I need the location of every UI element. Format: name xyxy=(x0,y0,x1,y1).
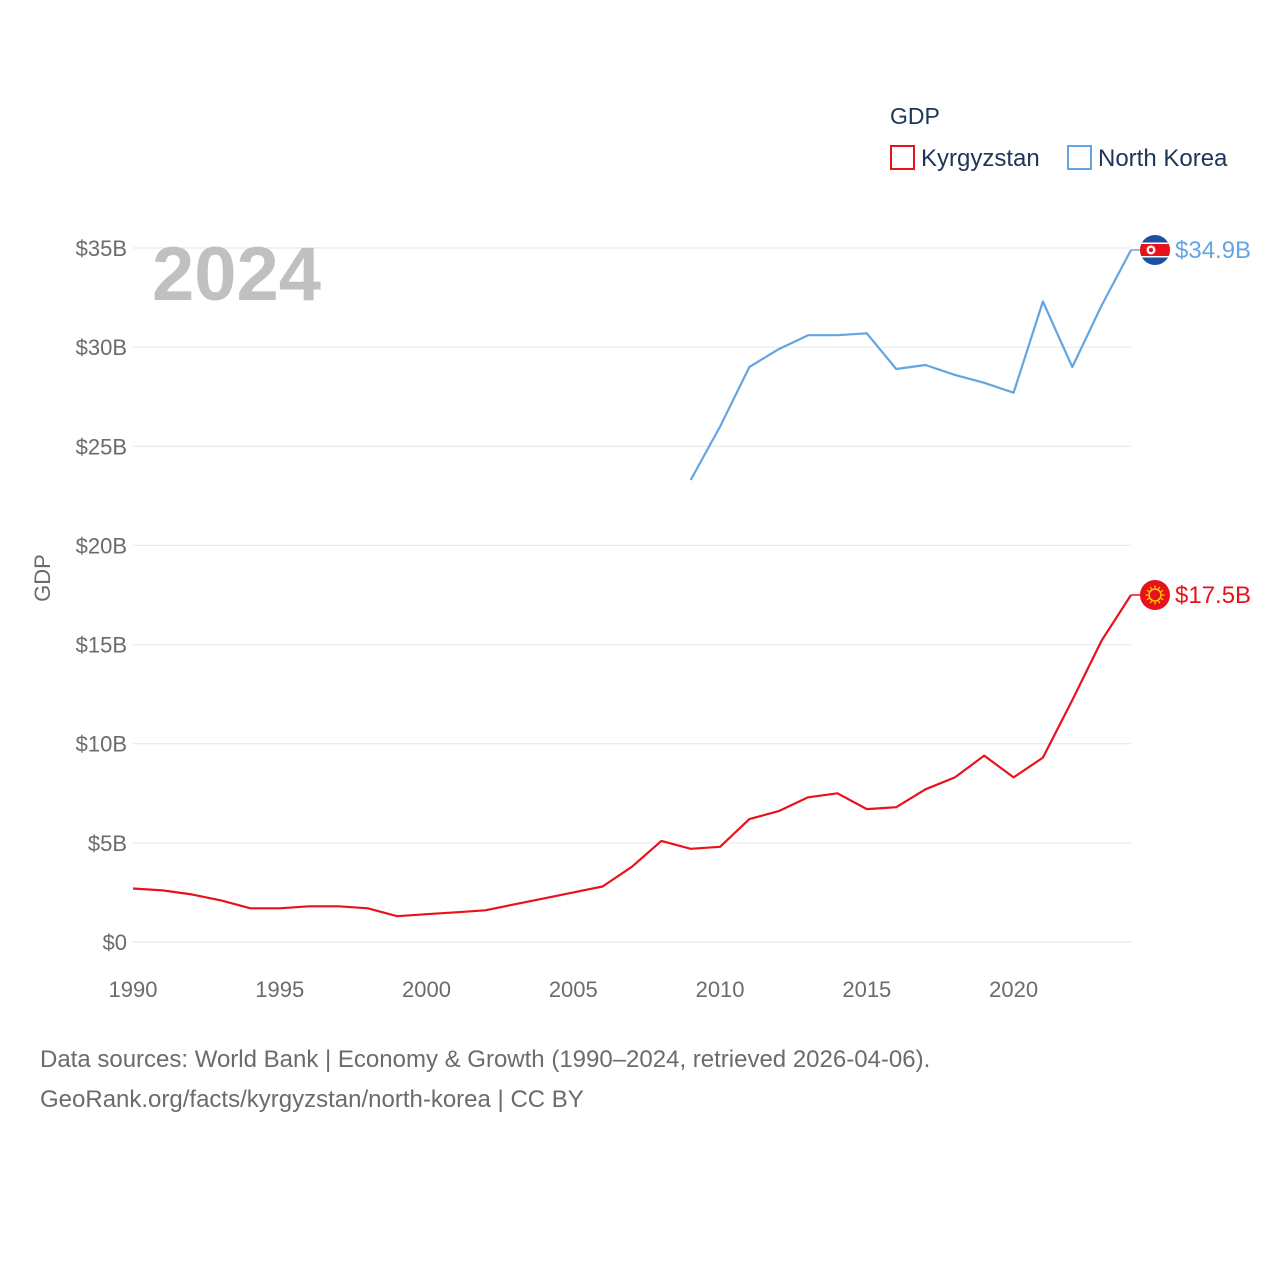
legend-item-north-korea[interactable]: North Korea xyxy=(1067,145,1228,172)
y-tick-label: $30B xyxy=(76,335,127,360)
y-tick-label: $35B xyxy=(76,236,127,261)
y-tick-label: $5B xyxy=(88,831,127,856)
legend-item-kyrgyzstan[interactable]: Kyrgyzstan xyxy=(890,145,1040,172)
legend: GDP Kyrgyzstan North Korea xyxy=(890,103,1228,172)
y-axis-label: GDP xyxy=(30,554,55,602)
chart: $0 $5B $10B $15B $20B $25B $30B $35B 1990 1995 20… xyxy=(30,103,1251,1002)
y-tick-label: $25B xyxy=(76,434,127,459)
legend-swatch-north-korea xyxy=(1067,145,1092,170)
series-lines xyxy=(132,249,1132,918)
x-tick-label: 2005 xyxy=(549,977,598,1002)
y-tick-label: $10B xyxy=(76,732,127,757)
legend-title: GDP xyxy=(890,103,940,129)
end-value-label-kyrgyzstan: $17.5B xyxy=(1175,582,1251,609)
x-axis-ticks: 1990 1995 2000 2005 2010 2015 2020 xyxy=(109,977,1039,1002)
kyrgyzstan-flag-icon xyxy=(1140,580,1170,610)
y-axis-ticks: $0 $5B $10B $15B $20B $25B $30B $35B xyxy=(76,236,127,955)
source-line: Data sources: World Bank | Economy & Gro… xyxy=(40,1046,931,1073)
gridlines xyxy=(133,247,1131,943)
year-label: 2024 xyxy=(152,232,321,317)
series-line-north-korea[interactable] xyxy=(689,249,1132,481)
y-tick-label: $0 xyxy=(103,930,127,955)
x-tick-label: 1990 xyxy=(109,977,158,1002)
x-tick-label: 1995 xyxy=(255,977,304,1002)
north-korea-flag-icon xyxy=(1140,234,1170,265)
legend-label-kyrgyzstan: Kyrgyzstan xyxy=(921,145,1040,172)
source-footer: Data sources: World Bank | Economy & Gro… xyxy=(40,1040,930,1120)
y-tick-label: $20B xyxy=(76,533,127,558)
x-tick-label: 2015 xyxy=(842,977,891,1002)
y-tick-label: $15B xyxy=(76,633,127,658)
series-line-kyrgyzstan[interactable] xyxy=(132,594,1132,918)
legend-swatch-kyrgyzstan xyxy=(890,145,915,170)
series-end-labels: $17.5B $34.9B xyxy=(1131,234,1251,610)
source-url: GeoRank.org/facts/kyrgyzstan/north-korea… xyxy=(40,1086,584,1113)
end-value-label-north-korea: $34.9B xyxy=(1175,237,1251,264)
legend-label-north-korea: North Korea xyxy=(1098,145,1228,172)
x-tick-label: 2000 xyxy=(402,977,451,1002)
x-tick-label: 2020 xyxy=(989,977,1038,1002)
x-tick-label: 2010 xyxy=(696,977,745,1002)
